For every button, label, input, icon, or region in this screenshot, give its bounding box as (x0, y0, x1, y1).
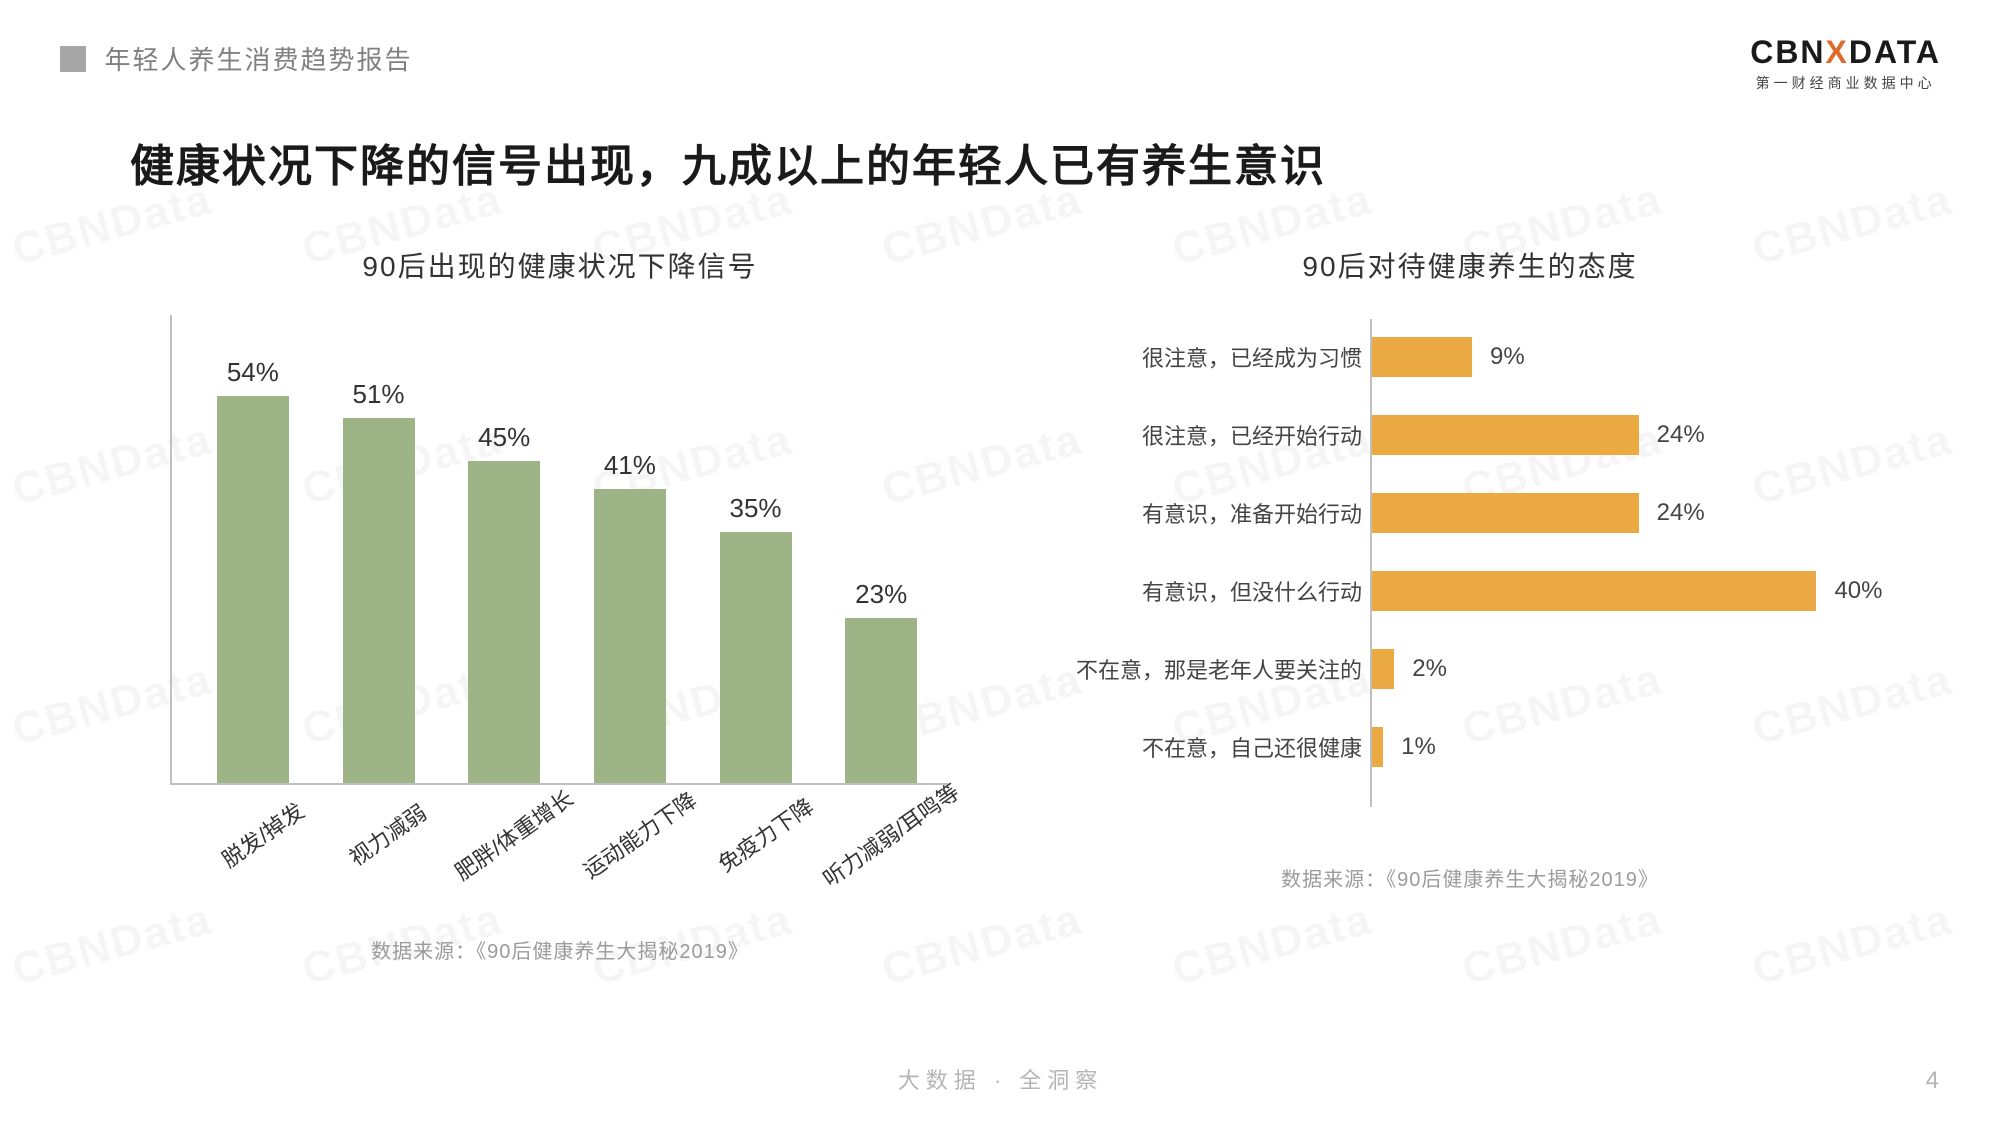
header-bullet-icon (60, 46, 86, 72)
bar (594, 489, 666, 783)
watermark-text: CBNData (1747, 894, 1958, 995)
bar-value-label: 41% (604, 450, 656, 481)
logo-brand-x: X (1826, 34, 1849, 70)
horizontal-bar-plot: 很注意，已经成为习惯9% 很注意，已经开始行动24% 有意识，准备开始行动24% 有意… (1370, 319, 1910, 807)
page-number: 4 (1926, 1067, 1939, 1095)
bar-column: 45%肥胖/体重增长 (441, 422, 567, 784)
bar-value-label: 45% (478, 422, 530, 453)
bar (1372, 415, 1639, 455)
bar-category-label: 免疫力下降 (710, 789, 818, 878)
bar-category-label: 不在意，自己还很健康 (1032, 731, 1372, 763)
bar-value-label: 9% (1490, 343, 1525, 371)
bar (1372, 727, 1383, 767)
bar-column: 41%运动能力下降 (567, 450, 693, 783)
bar-category-label: 听力减弱/耳鸣等 (816, 775, 966, 893)
logo-brand-post: DATA (1849, 34, 1941, 70)
bar (845, 618, 917, 783)
logo: CBNXDATA 第一财经商业数据中心 (1750, 34, 1941, 93)
bar-category-label: 不在意，那是老年人要关注的 (1032, 653, 1372, 685)
bar-row: 不在意，那是老年人要关注的2% (1372, 649, 1447, 689)
bar-category-label: 肥胖/体重增长 (448, 781, 579, 886)
bar (1372, 493, 1639, 533)
bar-value-label: 24% (1657, 421, 1705, 449)
bar-category-label: 视力减弱 (342, 796, 432, 873)
logo-brand: CBNXDATA (1750, 34, 1941, 71)
bar (1372, 649, 1394, 689)
bar-row: 很注意，已经成为习惯9% (1372, 337, 1525, 377)
chart-source: 数据来源：《90后健康养生大揭秘2019》 (150, 935, 970, 964)
bar-column: 35%免疫力下降 (693, 493, 819, 783)
bar-category-label: 有意识，准备开始行动 (1032, 497, 1372, 529)
bar (720, 532, 792, 783)
chart-title: 90后出现的健康状况下降信号 (150, 245, 970, 285)
bar-row: 不在意，自己还很健康1% (1372, 727, 1436, 767)
vertical-bar-plot: 54%脱发/掉发51%视力减弱45%肥胖/体重增长41%运动能力下降35%免疫力… (170, 315, 950, 785)
watermark-text: CBNData (1457, 894, 1668, 995)
bar (343, 418, 415, 784)
bar-value-label: 24% (1657, 499, 1705, 527)
bar-category-label: 有意识，但没什么行动 (1032, 575, 1372, 607)
chart-health-signals: 90后出现的健康状况下降信号 54%脱发/掉发51%视力减弱45%肥胖/体重增长… (150, 245, 970, 964)
bar (1372, 571, 1816, 611)
bar-category-label: 脱发/掉发 (214, 794, 309, 874)
watermark-text: CBNData (1167, 894, 1378, 995)
bar-value-label: 35% (730, 493, 782, 524)
bar-column: 23%听力减弱/耳鸣等 (818, 579, 944, 783)
bar-value-label: 51% (352, 379, 404, 410)
bar-value-label: 23% (855, 579, 907, 610)
logo-subtitle: 第一财经商业数据中心 (1750, 73, 1941, 93)
bar-value-label: 40% (1834, 577, 1882, 605)
header: 年轻人养生消费趋势报告 CBNXDATA 第一财经商业数据中心 (60, 40, 1941, 100)
bar-row: 很注意，已经开始行动24% (1372, 415, 1705, 455)
footer-tagline: 大数据 · 全洞察 (0, 1063, 2001, 1095)
chart-attitudes: 90后对待健康养生的态度 很注意，已经成为习惯9%很注意，已经开始行动24%有意… (1030, 245, 1910, 892)
bar (1372, 337, 1472, 377)
bar-value-label: 54% (227, 357, 279, 388)
bar-column: 51%视力减弱 (316, 379, 442, 784)
bar-category-label: 运动能力下降 (576, 783, 702, 885)
bar-category-label: 很注意，已经成为习惯 (1032, 341, 1372, 373)
report-title: 年轻人养生消费趋势报告 (104, 40, 412, 77)
bar-value-label: 1% (1401, 733, 1436, 761)
bar-column: 54%脱发/掉发 (190, 357, 316, 783)
chart-title: 90后对待健康养生的态度 (1030, 245, 1910, 285)
bar-value-label: 2% (1412, 655, 1447, 683)
page-title: 健康状况下降的信号出现，九成以上的年轻人已有养生意识 (130, 130, 1326, 194)
bar-row: 有意识，但没什么行动40% (1372, 571, 1882, 611)
bar-category-label: 很注意，已经开始行动 (1032, 419, 1372, 451)
bar (468, 461, 540, 784)
chart-source: 数据来源：《90后健康养生大揭秘2019》 (1030, 863, 1910, 892)
bar-row: 有意识，准备开始行动24% (1372, 493, 1705, 533)
logo-brand-pre: CBN (1750, 34, 1825, 70)
bar (217, 396, 289, 783)
